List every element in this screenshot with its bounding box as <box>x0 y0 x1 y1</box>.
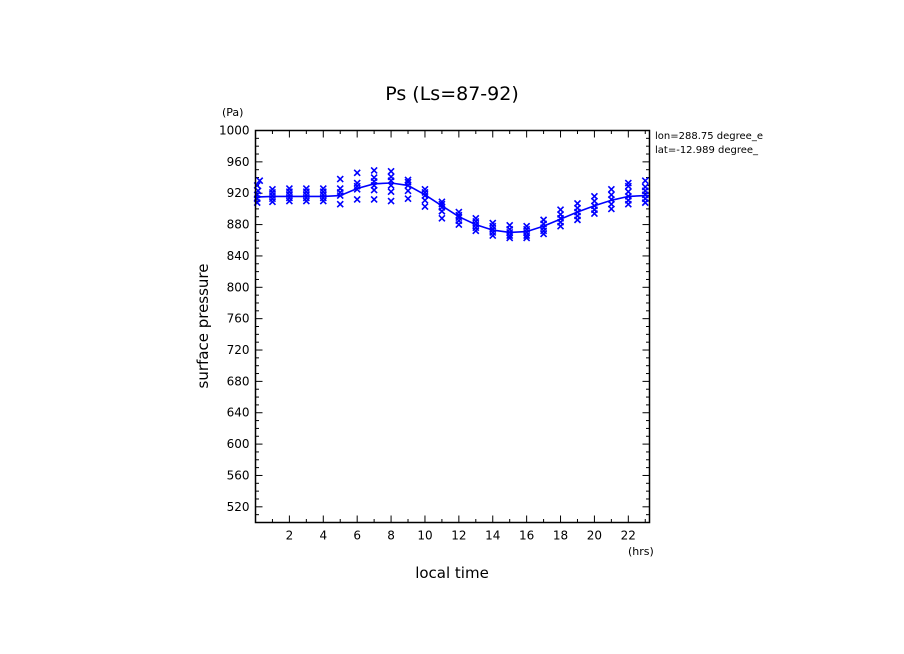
data-point-x-marker <box>489 219 497 227</box>
data-point-x-marker <box>336 200 344 208</box>
data-point-x-marker <box>624 179 632 187</box>
data-point-x-marker <box>336 175 344 183</box>
data-point-x-marker <box>421 185 429 193</box>
x-tick-label: 22 <box>621 529 636 543</box>
data-point-x-marker <box>472 214 480 222</box>
plot-frame <box>254 129 651 524</box>
data-point-x-marker <box>268 185 277 193</box>
x-tick-label: 12 <box>451 529 466 543</box>
mean-pressure-line <box>255 182 650 234</box>
x-tick-label: 4 <box>319 529 327 543</box>
y-tick-label: 960 <box>227 155 250 169</box>
data-point-x-marker <box>641 177 649 185</box>
y-tick-label: 800 <box>227 280 250 294</box>
x-tick-label: 14 <box>485 529 500 543</box>
data-point-x-marker <box>455 208 463 216</box>
data-point-x-marker <box>455 213 463 222</box>
data-point-x-marker <box>607 191 615 199</box>
x-axis-label: local time <box>415 564 489 582</box>
y-tick-label: 560 <box>227 468 250 482</box>
data-point-x-marker <box>353 179 361 187</box>
chart-title: Ps (Ls=87-92) <box>385 83 519 105</box>
y-axis-label: surface pressure <box>194 264 212 389</box>
data-point-x-marker <box>573 199 582 207</box>
x-tick-label: 18 <box>553 529 568 543</box>
x-tick-label: 20 <box>587 529 602 543</box>
x-unit: (hrs) <box>628 545 654 558</box>
y-tick-label: 880 <box>227 218 250 232</box>
y-tick-label: 920 <box>227 186 250 200</box>
data-point-x-marker <box>256 177 264 185</box>
data-point-x-marker <box>404 187 412 195</box>
y-tick-label: 520 <box>227 500 250 514</box>
data-point-x-marker <box>607 185 615 193</box>
data-point-x-marker <box>319 184 327 193</box>
x-tick-label: 8 <box>387 529 395 543</box>
x-tick-label: 2 <box>286 529 294 543</box>
data-point-x-marker <box>590 192 598 200</box>
data-point-x-marker <box>624 188 632 196</box>
data-point-x-marker <box>438 214 446 222</box>
data-point-x-marker <box>404 178 412 186</box>
data-point-x-marker <box>540 216 548 224</box>
data-point-x-marker <box>370 166 378 175</box>
data-point-x-marker <box>404 195 412 203</box>
data-point-x-marker <box>353 169 361 177</box>
data-point-x-marker <box>506 221 514 229</box>
data-point-x-marker <box>387 188 395 196</box>
data-point-x-marker <box>404 176 412 184</box>
data-point-x-marker <box>370 195 378 204</box>
data-point-x-marker <box>387 173 395 181</box>
y-tick-label: 640 <box>227 406 250 420</box>
data-point-x-marker <box>523 222 531 230</box>
data-point-x-marker <box>387 167 395 175</box>
x-tick-label: 10 <box>417 529 432 543</box>
data-point-x-marker <box>556 206 565 214</box>
data-point-x-marker <box>421 202 429 211</box>
x-tick-label: 6 <box>353 529 361 543</box>
data-point-x-marker <box>302 184 310 193</box>
annotation-lat: lat=-12.989 degree_ <box>655 145 759 156</box>
y-tick-label: 760 <box>227 312 250 326</box>
data-point-x-marker <box>641 183 649 191</box>
data-point-x-marker <box>438 200 446 208</box>
data-point-x-marker <box>523 234 531 242</box>
y-tick-label: 1000 <box>219 124 250 138</box>
y-tick-label: 600 <box>227 437 250 451</box>
data-point-x-marker <box>336 184 344 193</box>
data-point-x-marker <box>438 198 446 206</box>
annotation-lon: lon=288.75 degree_e <box>655 131 763 142</box>
x-tick-label: 16 <box>519 529 534 543</box>
data-point-x-marker <box>387 197 395 205</box>
data-point-x-marker <box>506 234 514 242</box>
data-point-x-marker <box>285 184 293 193</box>
data-point-x-marker <box>353 195 361 204</box>
y-tick-label: 680 <box>227 374 250 388</box>
y-tick-label: 840 <box>227 249 250 263</box>
data-point-x-marker <box>370 173 378 182</box>
y-unit: (Pa) <box>222 106 243 119</box>
y-tick-label: 720 <box>227 343 250 357</box>
